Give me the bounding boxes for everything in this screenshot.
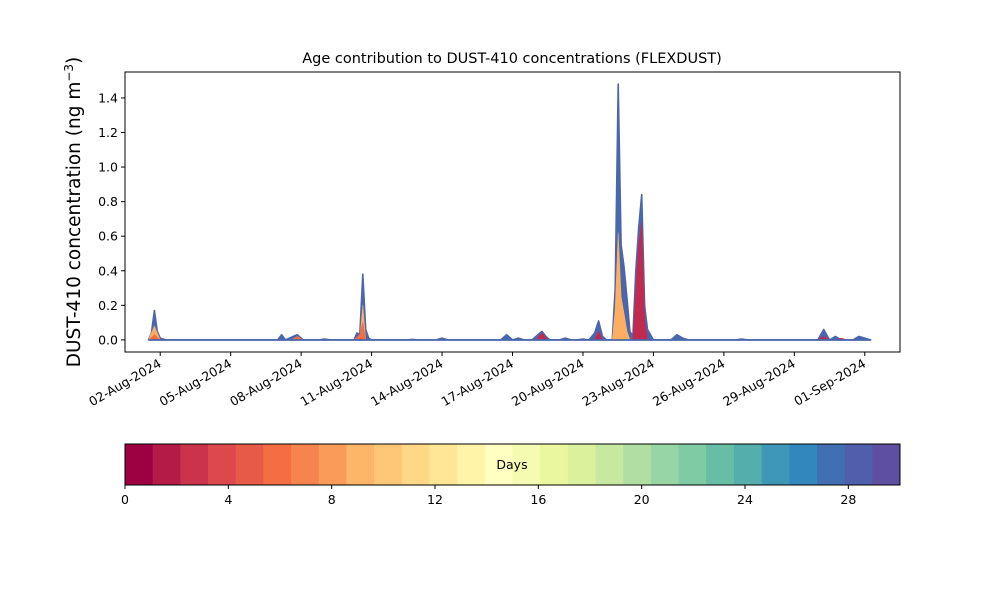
colorbar-tick-label: 16 bbox=[530, 492, 546, 507]
colorbar-cell bbox=[512, 444, 541, 485]
colorbar-tick-label: 20 bbox=[634, 492, 650, 507]
colorbar-frame bbox=[124, 443, 901, 486]
series-area-2 bbox=[148, 322, 366, 341]
plot-frame bbox=[124, 71, 901, 353]
colorbar-tick-label: 0 bbox=[121, 492, 129, 507]
y-axis-label-end: ) bbox=[64, 57, 85, 64]
x-tick-label: 02-Aug-2024 bbox=[86, 356, 164, 409]
x-tick-label: 08-Aug-2024 bbox=[227, 356, 305, 409]
y-tick-label: 1.4 bbox=[98, 90, 118, 105]
colorbar-cell bbox=[318, 444, 347, 485]
colorbar-cell bbox=[816, 444, 846, 485]
colorbar-cell bbox=[484, 444, 513, 485]
x-axis: 02-Aug-202405-Aug-202408-Aug-202411-Aug-… bbox=[86, 352, 868, 409]
y-axis-label-main: DUST-410 concentration (ng m bbox=[64, 82, 85, 368]
series-layer bbox=[147, 83, 872, 341]
x-tick-label: 17-Aug-2024 bbox=[438, 356, 516, 409]
colorbar-cell bbox=[650, 444, 679, 485]
x-tick-label: 20-Aug-2024 bbox=[509, 356, 587, 409]
x-tick-label: 11-Aug-2024 bbox=[298, 356, 376, 409]
colorbar-cell bbox=[125, 444, 154, 485]
colorbar-cell bbox=[844, 444, 873, 485]
y-tick-label: 1.0 bbox=[98, 160, 118, 175]
x-tick-label: 05-Aug-2024 bbox=[157, 356, 235, 409]
colorbar: Days 0 4 8 12 16 20 24 28 bbox=[121, 443, 901, 507]
x-tick-label: 14-Aug-2024 bbox=[368, 356, 446, 409]
colorbar-tick-label: 8 bbox=[328, 492, 336, 507]
colorbar-cell bbox=[263, 444, 292, 485]
colorbar-cell bbox=[567, 444, 596, 485]
y-tick-label: 0.2 bbox=[98, 298, 118, 313]
series-area-3 bbox=[535, 222, 848, 341]
colorbar-cell bbox=[152, 444, 181, 485]
colorbar-cell bbox=[733, 444, 763, 485]
y-axis: 0.0 0.2 0.4 0.6 0.8 1.0 1.2 1.4 bbox=[98, 90, 125, 347]
colorbar-label: Days bbox=[496, 457, 527, 472]
y-axis-label-sup: −3 bbox=[62, 64, 76, 82]
colorbar-cell bbox=[540, 444, 569, 485]
chart-title: Age contribution to DUST-410 concentrati… bbox=[302, 51, 722, 67]
colorbar-cell bbox=[706, 444, 735, 485]
colorbar-cell bbox=[429, 444, 458, 485]
colorbar-cell bbox=[291, 444, 320, 485]
colorbar-cell bbox=[872, 444, 901, 485]
x-tick-label: 23-Aug-2024 bbox=[579, 356, 657, 409]
colorbar-cell bbox=[761, 444, 790, 485]
colorbar-cell bbox=[180, 444, 209, 485]
colorbar-cell bbox=[623, 444, 652, 485]
colorbar-cell bbox=[346, 444, 375, 485]
colorbar-tick-label: 12 bbox=[427, 492, 443, 507]
y-tick-label: 0.8 bbox=[98, 194, 118, 209]
colorbar-cell bbox=[678, 444, 707, 485]
y-tick-label: 1.2 bbox=[98, 125, 118, 140]
x-tick-label: 26-Aug-2024 bbox=[650, 356, 728, 409]
colorbar-cell bbox=[235, 444, 264, 485]
x-tick-label: 29-Aug-2024 bbox=[720, 356, 798, 409]
y-tick-label: 0.4 bbox=[98, 263, 118, 278]
colorbar-tick-label: 28 bbox=[840, 492, 856, 507]
y-tick-label: 0.0 bbox=[98, 332, 118, 347]
x-tick-label: 01-Sep-2024 bbox=[791, 356, 868, 409]
plot-area: 0.0 0.2 0.4 0.6 0.8 1.0 1.2 1.4 02-Aug-202405-A… bbox=[86, 71, 901, 409]
colorbar-cell bbox=[595, 444, 624, 485]
colorbar-cell bbox=[208, 444, 237, 485]
colorbar-tick-label: 4 bbox=[224, 492, 232, 507]
y-axis-label: DUST-410 concentration (ng m−3) bbox=[62, 57, 85, 368]
colorbar-cells bbox=[125, 444, 901, 485]
colorbar-cell bbox=[457, 444, 486, 485]
series-area-0 bbox=[147, 83, 872, 341]
colorbar-cell bbox=[401, 444, 430, 485]
y-tick-label: 0.6 bbox=[98, 229, 118, 244]
colorbar-cell bbox=[374, 444, 403, 485]
colorbar-ticks: 0 4 8 12 16 20 24 28 bbox=[121, 485, 856, 507]
colorbar-cell bbox=[789, 444, 818, 485]
series-area-1 bbox=[148, 232, 631, 341]
colorbar-tick-label: 24 bbox=[737, 492, 753, 507]
